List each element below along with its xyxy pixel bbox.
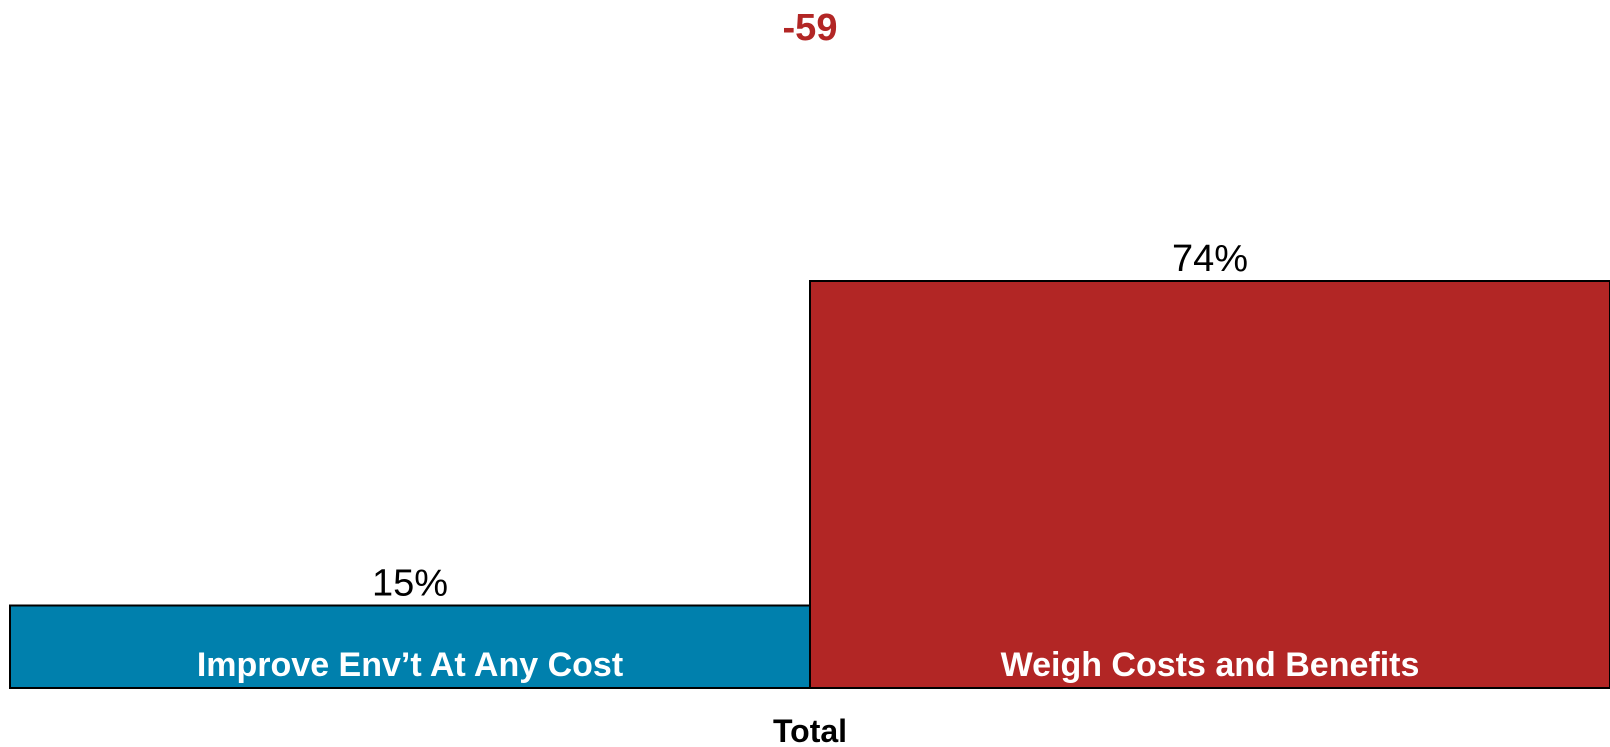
bar-0 — [9, 604, 811, 689]
bars-group: 15% Improve Env’t At Any Cost 74% Weigh Cos… — [9, 238, 1610, 689]
value-label-0: 15% — [372, 563, 448, 605]
x-axis-label: Total — [773, 713, 847, 747]
category-label-0: Improve Env’t At Any Cost — [197, 646, 623, 684]
bar-1 — [809, 280, 1610, 689]
net-difference-label: -59 — [783, 7, 838, 49]
category-label-1: Weigh Costs and Benefits — [1001, 646, 1420, 684]
value-label-1: 74% — [1172, 238, 1248, 280]
